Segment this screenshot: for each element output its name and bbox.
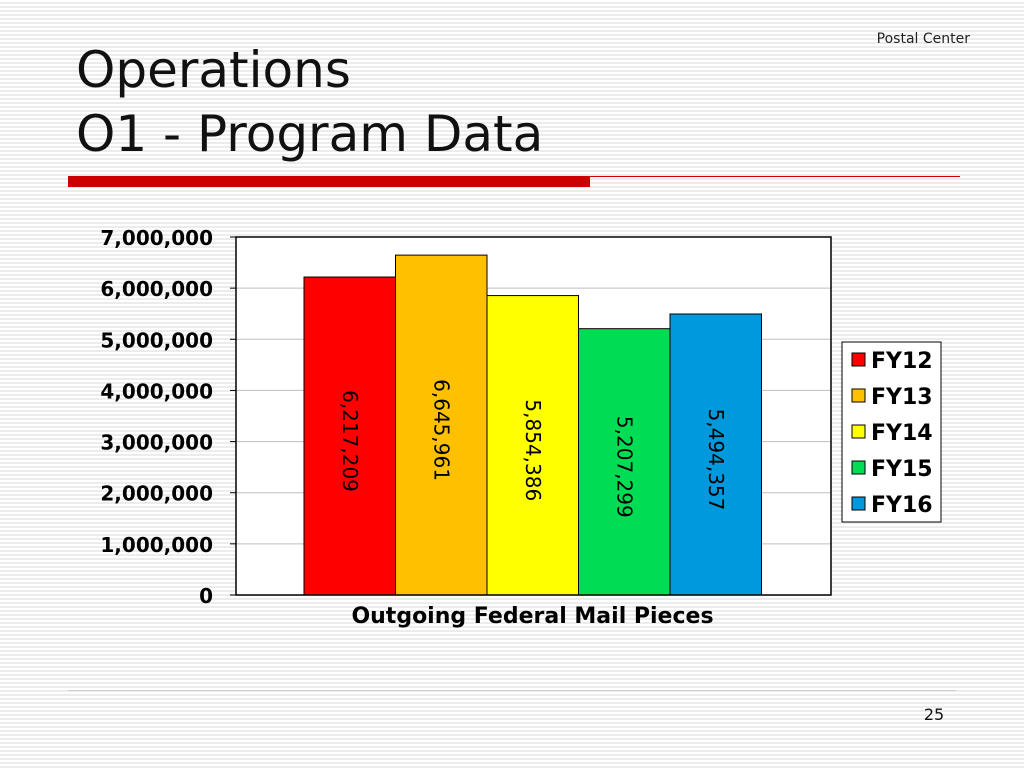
y-tick-label: 4,000,000 [100, 379, 213, 403]
y-tick-label: 5,000,000 [100, 328, 213, 352]
legend-swatch-fy13 [851, 388, 866, 403]
bar-fy13 [395, 254, 488, 596]
legend-swatch-fy14 [851, 424, 866, 439]
legend-label-fy12: FY12 [871, 349, 933, 374]
bar-fy15 [578, 328, 671, 596]
data-label-fy16: 5,494,357 [704, 409, 728, 511]
header-note: Postal Center [876, 31, 970, 47]
footer-divider [68, 690, 956, 691]
y-tick-label: 0 [199, 584, 213, 608]
bar-chart: 0 1,000,000 2,000,000 3,000,000 4,000,000 5,0… [100, 226, 942, 629]
y-tick-label: 2,000,000 [100, 482, 213, 506]
bar-fy14 [486, 295, 579, 596]
legend-label-fy16: FY16 [871, 493, 933, 518]
plot-border [235, 236, 832, 596]
legend-swatch-fy12 [851, 352, 866, 367]
legend-swatch-fy16 [851, 496, 866, 511]
data-label-fy13: 6,645,961 [429, 379, 453, 481]
x-axis-title: Outgoing Federal Mail Pieces [351, 604, 713, 629]
y-tick-label: 1,000,000 [100, 533, 213, 557]
y-tick-label: 6,000,000 [100, 277, 213, 301]
title-underline-thin [590, 176, 960, 177]
legend-swatch-fy15 [851, 460, 866, 475]
legend-label-fy15: FY15 [871, 457, 933, 482]
title-line-1: Operations [76, 41, 351, 99]
y-tick-label: 3,000,000 [100, 431, 213, 455]
data-label-fy12: 6,217,209 [338, 390, 362, 492]
page-number: 25 [923, 705, 945, 724]
data-label-fy15: 5,207,299 [612, 416, 636, 518]
legend-label-fy13: FY13 [871, 385, 933, 410]
title-underline-thick [68, 176, 590, 187]
data-label-fy14: 5,854,386 [521, 399, 545, 501]
legend-label-fy14: FY14 [871, 421, 933, 446]
y-tick-label: 7,000,000 [100, 226, 213, 250]
slide-title: Operations O1 - Program Data [76, 38, 543, 166]
title-line-2: O1 - Program Data [76, 105, 544, 163]
